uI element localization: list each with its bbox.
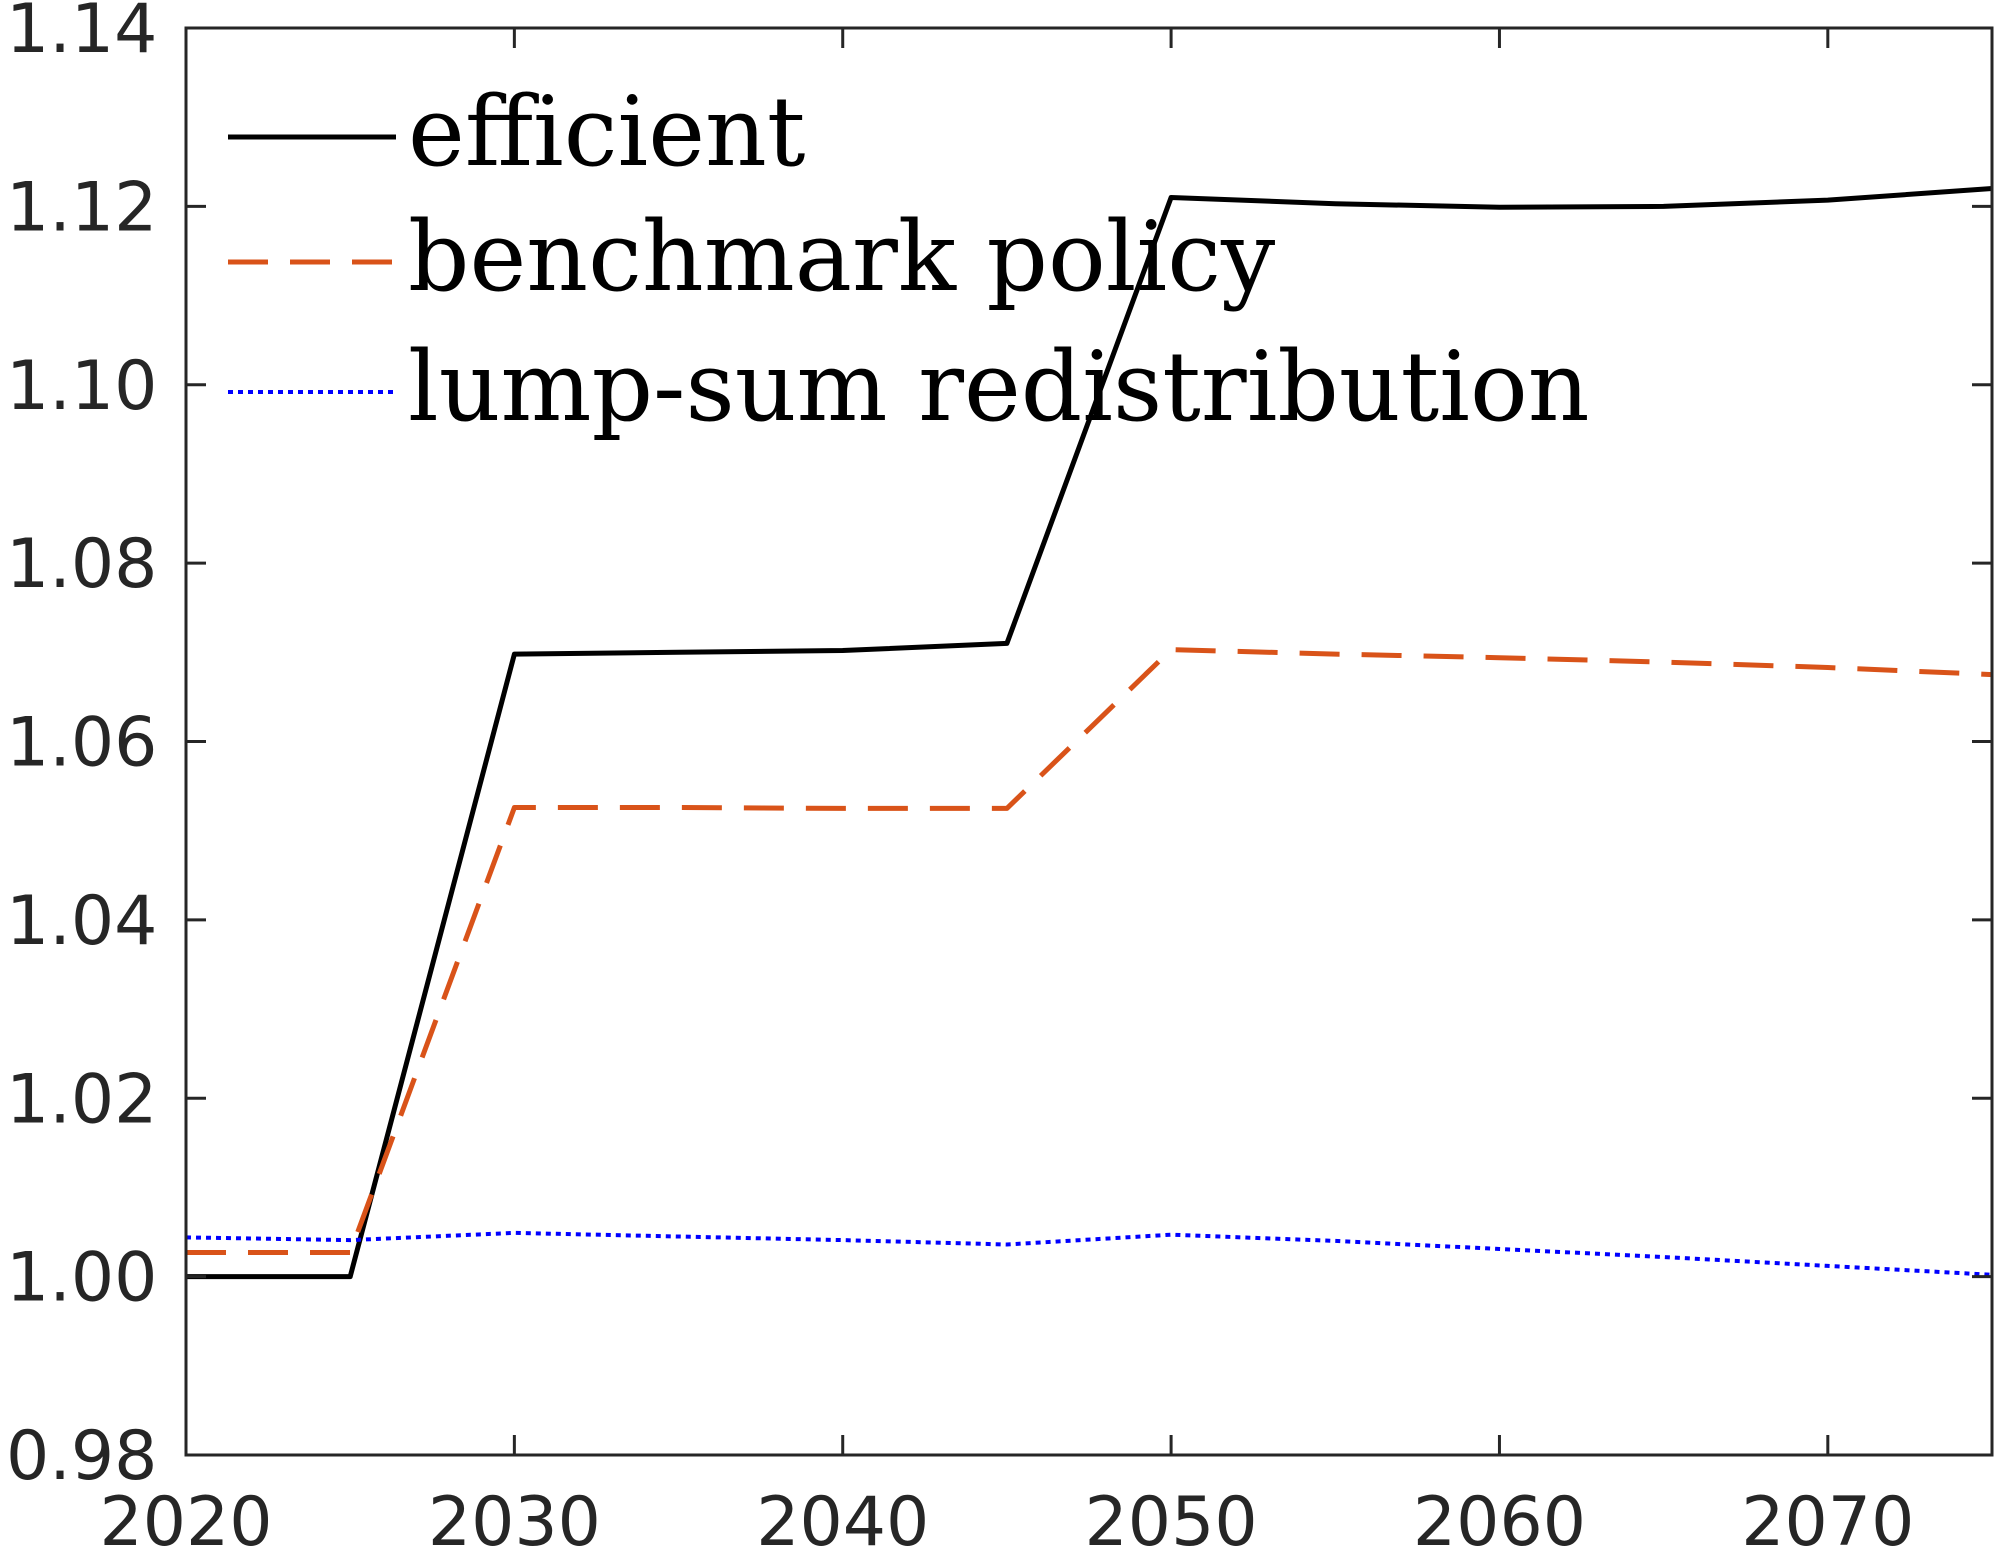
x-tick-label: 2060 — [1413, 1483, 1586, 1553]
legend-label-2: lump-sum redistribution — [408, 331, 1590, 443]
y-tick-label: 1.04 — [6, 882, 157, 961]
y-tick-label: 1.12 — [6, 168, 157, 247]
legend-label-0: efficient — [408, 76, 805, 188]
legend: efficient benchmark policy lump-sum redist… — [228, 76, 1590, 443]
y-tick-label: 1.02 — [6, 1060, 157, 1139]
series-line-1 — [186, 647, 1993, 1255]
x-tick-label: 2020 — [99, 1483, 272, 1553]
legend-label-1: benchmark policy — [408, 201, 1275, 313]
series-line-0 — [186, 186, 1993, 1280]
series-line-2 — [185, 1230, 1993, 1277]
y-tick-label: 0.98 — [6, 1417, 157, 1496]
x-tick-label: 2030 — [428, 1483, 601, 1553]
y-tick-label: 1.10 — [6, 347, 157, 426]
x-tick-label: 2070 — [1741, 1483, 1914, 1553]
y-tick-label: 1.14 — [6, 0, 157, 69]
axis-tick-labels: 2020 2030 2040 2050 2060 2070 0.98 1.00 1.02 1.04… — [6, 0, 1914, 1553]
x-tick-label: 2040 — [756, 1483, 929, 1553]
y-tick-label: 1.06 — [6, 704, 157, 783]
y-tick-label: 1.00 — [6, 1239, 157, 1318]
x-tick-label: 2050 — [1085, 1483, 1258, 1553]
axis-ticks — [184, 26, 1992, 1457]
y-tick-label: 1.08 — [6, 525, 157, 604]
plot-lines — [185, 186, 1993, 1280]
